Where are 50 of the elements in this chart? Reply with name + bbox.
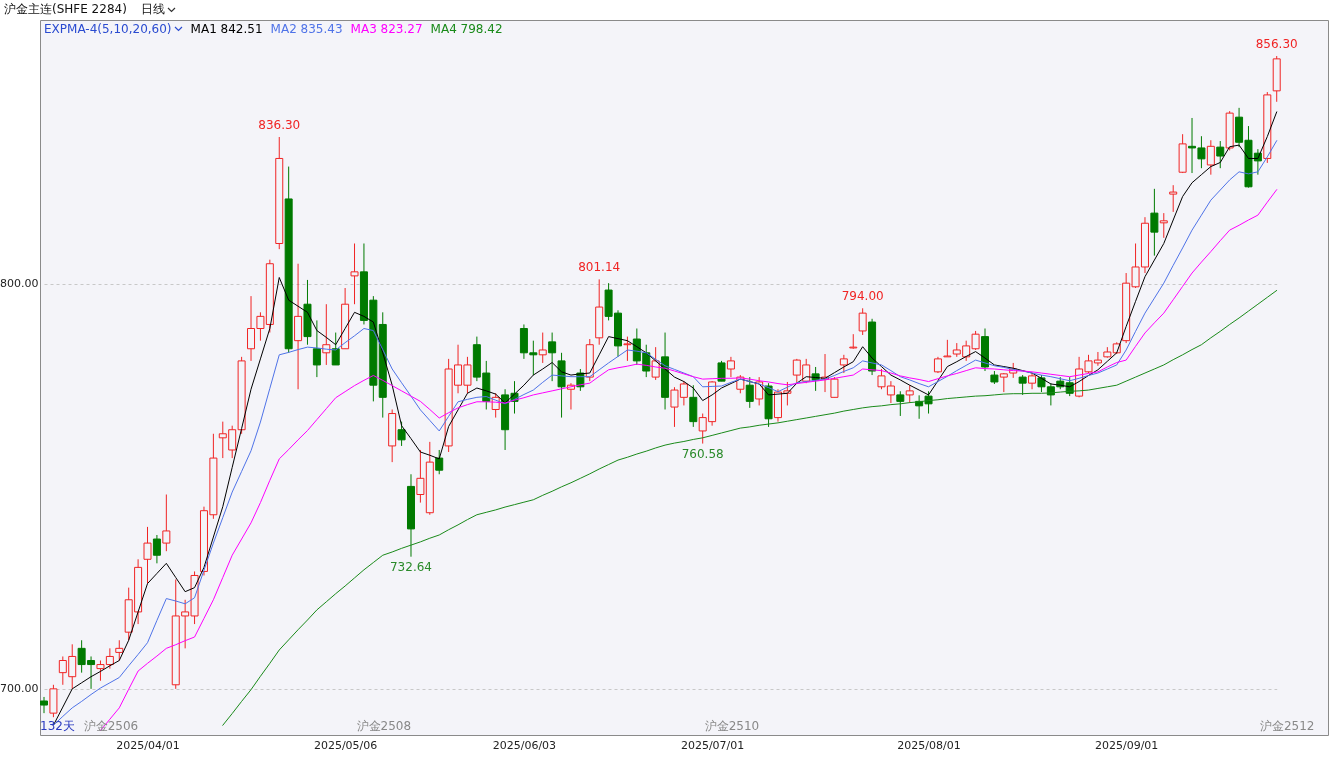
candlestick bbox=[1018, 374, 1027, 396]
annotation: 732.64 bbox=[389, 559, 432, 574]
candlestick bbox=[1159, 212, 1168, 239]
candlestick bbox=[538, 332, 547, 364]
annotation: 760.58 bbox=[681, 446, 724, 461]
candlestick bbox=[548, 332, 557, 382]
annotation: 132天 bbox=[40, 719, 75, 733]
text: MA3 823.27 bbox=[350, 22, 423, 36]
x-tick-label: 2025/07/01 bbox=[680, 738, 745, 752]
candlestick bbox=[623, 336, 632, 362]
annotation: 沪金2510 bbox=[704, 719, 760, 733]
x-tick-label: 2025/08/01 bbox=[897, 738, 961, 752]
annotation: 801.14 bbox=[578, 260, 621, 275]
chart-title: 沪金主连(SHFE 2284) bbox=[4, 1, 127, 18]
candlestick bbox=[435, 449, 444, 475]
candlestick bbox=[896, 390, 905, 417]
x-tick-label: 2025/04/01 bbox=[116, 738, 180, 752]
annotation: 836.30 bbox=[258, 118, 301, 133]
x-tick-label: 2025/09/01 bbox=[1094, 738, 1159, 752]
candlestick bbox=[40, 696, 48, 714]
annotation: 沪金2508 bbox=[356, 719, 412, 733]
x-tick-label: 2025/06/03 bbox=[492, 738, 557, 752]
chart-subtitle: 日线 bbox=[140, 1, 166, 18]
candlestick bbox=[397, 421, 406, 447]
candlestick bbox=[312, 319, 321, 378]
candlestick bbox=[1206, 139, 1215, 176]
text: MA2 835.43 bbox=[270, 22, 343, 36]
candlestick bbox=[152, 534, 161, 564]
y-tick-label: 800.00 bbox=[0, 277, 39, 291]
text: MA4 798.42 bbox=[430, 22, 503, 36]
annotation: 856.30 bbox=[1255, 37, 1298, 52]
candlestick bbox=[755, 376, 764, 406]
annotation: 794.00 bbox=[841, 289, 884, 304]
candlestick bbox=[858, 307, 867, 336]
candlestick bbox=[745, 376, 754, 409]
candlestick bbox=[1150, 188, 1159, 257]
candlestick bbox=[839, 354, 848, 374]
candlestick bbox=[1216, 140, 1225, 169]
x-tick-label: 2025/05/06 bbox=[313, 738, 378, 752]
candlestick bbox=[1169, 184, 1178, 213]
text: MA1 842.51 bbox=[190, 22, 263, 36]
candlestick bbox=[726, 356, 735, 378]
candlestick bbox=[331, 332, 340, 366]
legend-title: EXPMA-4(5,10,20,60) bbox=[44, 22, 173, 36]
annotation: 沪金2512 bbox=[1259, 719, 1315, 733]
candlestick bbox=[143, 526, 152, 585]
candlestick bbox=[162, 494, 171, 552]
y-tick-label: 700.00 bbox=[0, 682, 39, 696]
candlestick bbox=[350, 242, 359, 305]
candlestick bbox=[830, 376, 839, 398]
